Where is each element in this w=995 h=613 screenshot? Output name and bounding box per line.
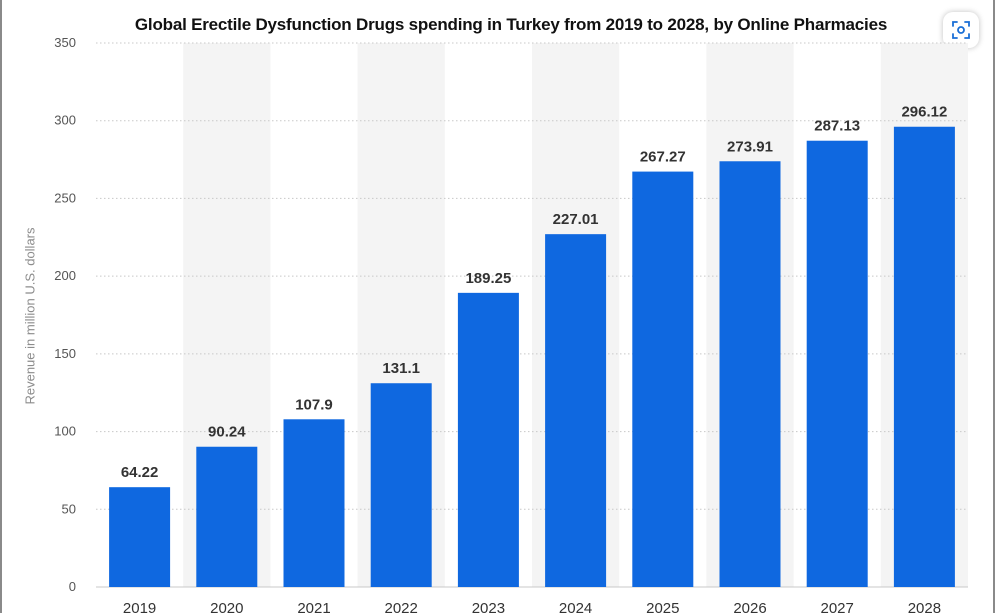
data-label-2020: 90.24 bbox=[208, 424, 246, 441]
bar-2022[interactable] bbox=[370, 383, 432, 587]
y-tick-label: 0 bbox=[69, 579, 76, 594]
y-tick-label: 150 bbox=[54, 346, 76, 361]
bar-2027[interactable] bbox=[806, 140, 868, 587]
zoom-button[interactable] bbox=[943, 12, 979, 48]
x-tick-label: 2028 bbox=[908, 600, 941, 613]
data-label-2023: 189.25 bbox=[465, 270, 511, 287]
y-tick-label: 50 bbox=[62, 501, 76, 516]
y-tick-label: 200 bbox=[54, 268, 76, 283]
x-tick-label: 2027 bbox=[821, 600, 854, 613]
data-label-2028: 296.12 bbox=[901, 104, 947, 121]
x-tick-label: 2022 bbox=[385, 600, 418, 613]
data-label-2027: 287.13 bbox=[814, 118, 860, 135]
y-tick-label: 300 bbox=[54, 113, 76, 128]
data-label-2026: 273.91 bbox=[727, 138, 773, 155]
data-label-2021: 107.9 bbox=[295, 396, 333, 413]
x-tick-label: 2024 bbox=[559, 600, 592, 613]
bar-2019[interactable] bbox=[109, 487, 171, 587]
y-tick-label: 250 bbox=[54, 190, 76, 205]
bar-2021[interactable] bbox=[283, 419, 345, 587]
y-tick-label: 350 bbox=[54, 35, 76, 50]
x-tick-label: 2026 bbox=[733, 600, 766, 613]
bar-2025[interactable] bbox=[632, 171, 694, 587]
bar-2020[interactable] bbox=[196, 446, 258, 587]
bar-2028[interactable] bbox=[893, 126, 955, 588]
x-tick-label: 2021 bbox=[297, 600, 330, 613]
bar-2023[interactable] bbox=[457, 292, 519, 587]
data-label-2019: 64.22 bbox=[121, 464, 159, 481]
data-label-2024: 227.01 bbox=[553, 211, 599, 228]
x-tick-label: 2020 bbox=[210, 600, 243, 613]
data-label-2025: 267.27 bbox=[640, 149, 686, 166]
x-tick-label: 2025 bbox=[646, 600, 679, 613]
chart-title: Global Erectile Dysfunction Drugs spendi… bbox=[134, 15, 888, 34]
bar-2026[interactable] bbox=[719, 161, 781, 587]
data-label-2022: 131.1 bbox=[382, 360, 420, 377]
y-tick-label: 100 bbox=[54, 424, 76, 439]
zoom-icon bbox=[952, 21, 970, 39]
bar-2024[interactable] bbox=[545, 234, 607, 587]
x-tick-label: 2023 bbox=[472, 600, 505, 613]
x-tick-label: 2019 bbox=[123, 600, 156, 613]
